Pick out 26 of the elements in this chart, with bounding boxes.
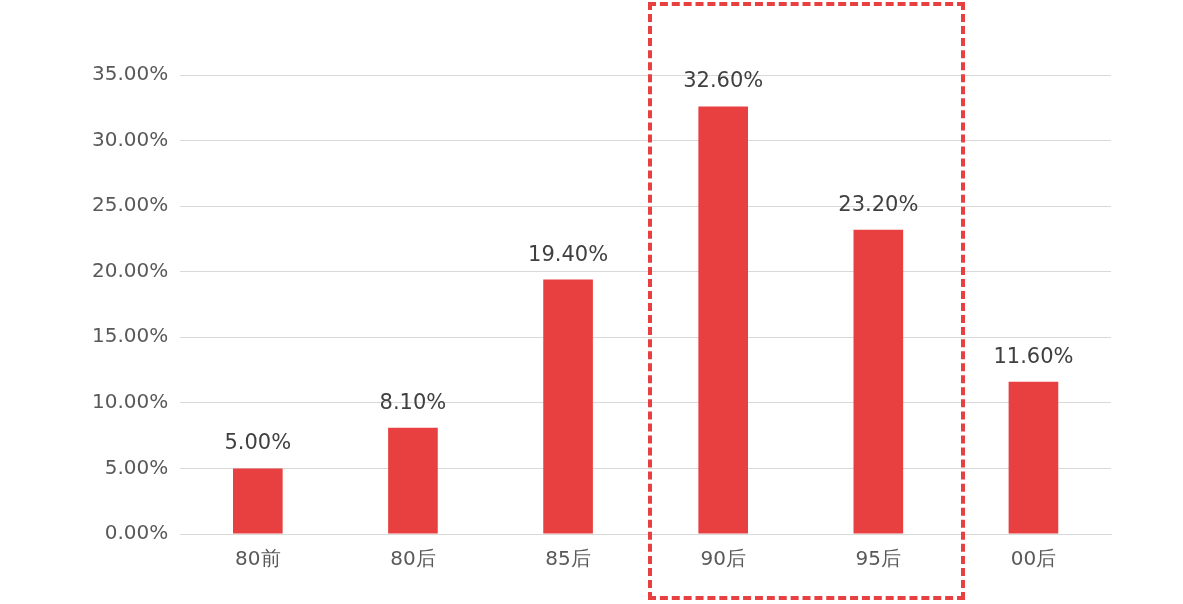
x-tick-label: 80后 (390, 546, 436, 571)
data-label: 23.20% (838, 191, 919, 216)
y-tick-label: 15.00% (91, 323, 169, 348)
bar (698, 106, 749, 534)
y-tick-label: 5.00% (104, 454, 169, 479)
bar (853, 229, 904, 534)
x-tick-label: 85后 (545, 546, 591, 571)
data-label: 19.40% (528, 241, 609, 266)
y-tick-label: 25.00% (91, 192, 169, 217)
y-tick-label: 0.00% (104, 520, 169, 545)
bar (1008, 381, 1059, 534)
x-tick-label: 90后 (700, 546, 746, 571)
y-tick-label: 10.00% (91, 389, 169, 414)
bar (233, 468, 283, 534)
data-label: 32.60% (683, 68, 764, 93)
y-tick-label: 30.00% (91, 126, 169, 151)
data-label: 5.00% (224, 430, 292, 455)
x-tick-label: 00后 (1010, 546, 1057, 571)
x-tick-label: 80前 (235, 546, 281, 571)
bar (388, 427, 438, 534)
x-tick-label: 95后 (855, 546, 902, 571)
y-tick-label: 35.00% (91, 61, 169, 86)
data-label: 8.10% (379, 389, 447, 414)
data-label: 11.60% (993, 343, 1074, 368)
y-tick-label: 20.00% (91, 257, 169, 282)
bar (543, 279, 593, 534)
